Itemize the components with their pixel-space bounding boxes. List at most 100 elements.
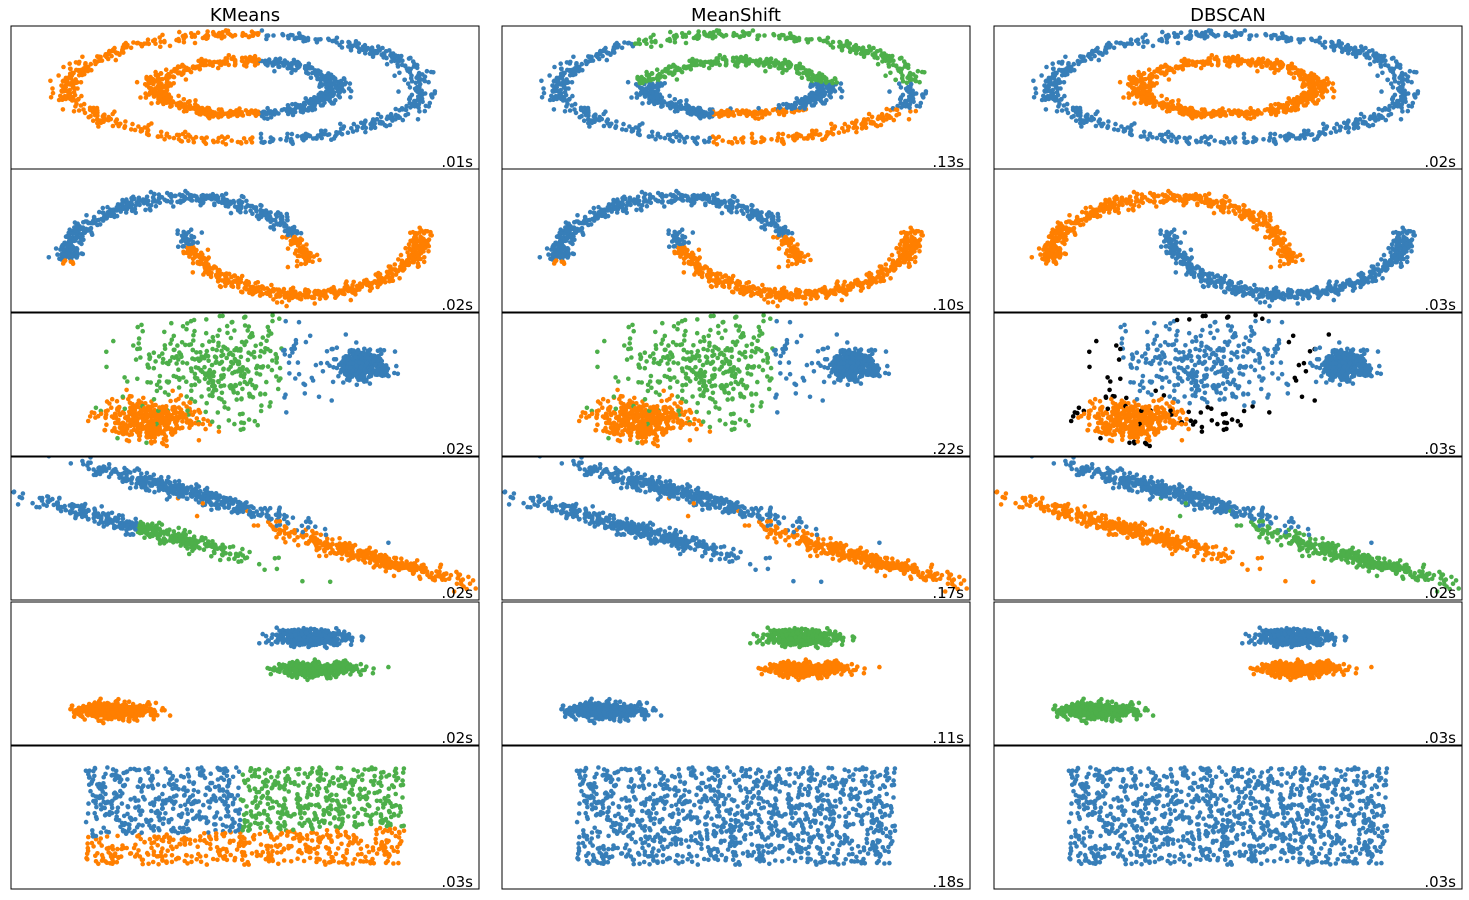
scatter-point — [191, 139, 197, 145]
scatter-point — [784, 68, 789, 73]
scatter-point — [860, 45, 866, 50]
scatter-point — [248, 208, 253, 213]
scatter-point — [1079, 124, 1084, 129]
scatter-point — [142, 125, 147, 130]
scatter-point — [817, 74, 822, 79]
scatter-point — [799, 100, 804, 105]
scatter-point — [201, 272, 206, 277]
scatter-point — [1073, 118, 1079, 123]
scatter-points — [46, 188, 435, 309]
scatter-point — [333, 133, 338, 139]
scatter-point — [905, 65, 911, 71]
scatter-point — [612, 46, 617, 51]
scatter-point — [775, 138, 780, 143]
scatter-point — [653, 137, 658, 142]
scatter-point — [1218, 112, 1224, 117]
scatter-point — [708, 33, 714, 38]
scatter-point — [402, 266, 407, 272]
scatter-point — [60, 107, 66, 112]
scatter-point — [183, 107, 188, 113]
scatter-point — [658, 82, 664, 87]
scatter-point — [129, 205, 134, 211]
scatter-point — [207, 59, 212, 64]
scatter-point — [1164, 97, 1170, 102]
scatter-point — [1253, 136, 1258, 142]
scatter-point — [216, 135, 221, 141]
scatter-point — [1330, 81, 1336, 86]
scatter-point — [1084, 116, 1089, 121]
scatter-point — [1119, 124, 1124, 129]
scatter-point — [289, 108, 294, 114]
scatter-point — [720, 138, 725, 143]
scatter-point — [746, 111, 752, 117]
scatter-point — [400, 117, 406, 123]
scatter-point — [683, 40, 689, 46]
scatter-point — [109, 53, 114, 59]
scatter-point — [180, 62, 185, 68]
scatter-point — [1297, 99, 1303, 104]
scatter-point — [295, 133, 300, 139]
scatter-point — [207, 108, 213, 113]
scatter-point — [302, 247, 308, 252]
scatter-point — [1182, 62, 1187, 68]
scatter-point — [185, 99, 191, 105]
scatter-point — [307, 250, 312, 256]
scatter-point — [113, 57, 119, 63]
scatter-point — [317, 257, 322, 263]
scatter-point — [1092, 53, 1097, 59]
scatter-point — [717, 62, 722, 68]
scatter-point — [771, 32, 777, 38]
scatter-point — [735, 139, 740, 145]
scatter-point — [330, 75, 335, 80]
scatter-point — [175, 69, 180, 75]
scatter-point — [83, 61, 88, 66]
scatter-point — [619, 45, 625, 51]
scatter-point — [96, 209, 102, 215]
scatter-point — [318, 292, 323, 298]
scatter-point — [356, 49, 362, 55]
runtime-label: .13s — [932, 153, 964, 171]
scatter-point — [405, 81, 411, 86]
scatter-point — [1229, 34, 1235, 40]
scatter-point — [158, 71, 164, 76]
scatter-point — [109, 211, 115, 216]
scatter-points — [48, 28, 438, 147]
scatter-point — [128, 127, 134, 132]
scatter-point — [348, 46, 354, 52]
scatter-point — [668, 105, 673, 111]
scatter-point — [339, 80, 345, 86]
scatter-point — [305, 35, 311, 41]
scatter-point — [813, 77, 818, 83]
scatter-point — [1145, 137, 1150, 142]
scatter-point — [1212, 138, 1217, 143]
scatter-point — [421, 259, 427, 265]
scatter-point — [178, 239, 184, 244]
scatter-point — [410, 256, 415, 262]
scatter-point — [1391, 105, 1396, 110]
scatter-point — [701, 138, 707, 144]
scatter-point — [893, 107, 899, 112]
scatter-point — [168, 200, 174, 205]
scatter-point — [736, 60, 741, 66]
scatter-point — [98, 120, 104, 125]
scatter-point — [1395, 86, 1401, 92]
scatter-point — [690, 105, 696, 111]
scatter-point — [181, 39, 187, 45]
scatter-point — [868, 120, 873, 126]
scatter-point — [245, 60, 250, 66]
scatter-point — [1145, 38, 1150, 44]
scatter-point — [737, 34, 743, 40]
scatter-point — [81, 228, 87, 234]
scatter-point — [1129, 122, 1134, 128]
scatter-point — [280, 234, 285, 240]
scatter-point — [395, 58, 401, 63]
scatter-point — [1096, 119, 1101, 124]
scatter-point — [382, 122, 388, 128]
scatter-point — [609, 121, 614, 127]
scatter-point — [853, 42, 859, 48]
scatter-point — [866, 111, 872, 117]
scatter-point — [1209, 113, 1214, 119]
scatter-point — [91, 214, 97, 220]
scatter-point — [74, 250, 80, 255]
scatter-point — [1213, 34, 1218, 39]
